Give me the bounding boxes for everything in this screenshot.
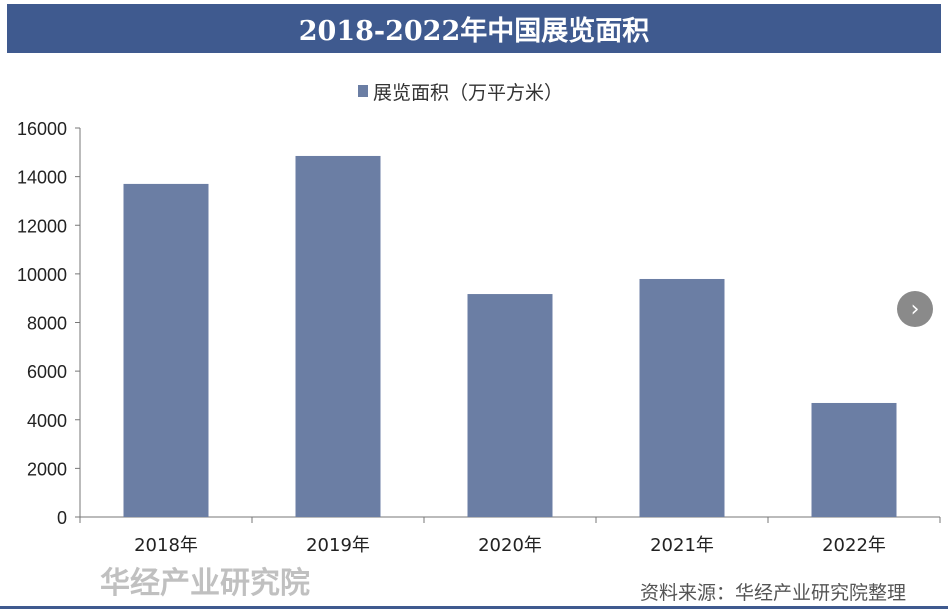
chart-title-bar: 2018-2022年中国展览面积 [7, 4, 941, 53]
bar-2022年 [811, 402, 897, 517]
bar-2018年 [123, 183, 209, 517]
divider [0, 606, 948, 609]
y-tick-label: 12000 [17, 216, 67, 236]
chart-title: 2018-2022年中国展览面积 [298, 16, 650, 47]
bar-2020年 [467, 294, 553, 517]
chevron-right-icon: › [910, 296, 920, 322]
x-tick-label: 2019年 [306, 535, 370, 556]
bar-2019年 [295, 155, 381, 517]
y-tick-label: 10000 [17, 265, 67, 285]
y-tick-label: 14000 [17, 168, 67, 188]
bar-2021年 [639, 278, 725, 517]
next-button[interactable]: › [897, 291, 933, 327]
source-note: 资料来源：华经产业研究院整理 [640, 582, 907, 604]
y-tick-label: 2000 [27, 459, 67, 479]
legend-label: 展览面积（万平方米） [373, 82, 563, 104]
y-tick-label: 8000 [27, 314, 67, 334]
x-tick-label: 2021年 [650, 535, 714, 556]
y-tick-label: 4000 [27, 411, 67, 431]
y-tick-label: 6000 [27, 362, 67, 382]
x-tick-label: 2020年 [478, 535, 542, 556]
watermark: 华经产业研究院 [100, 566, 310, 601]
y-tick-label: 0 [57, 508, 67, 528]
x-tick-label: 2018年 [134, 535, 198, 556]
x-tick-label: 2022年 [822, 535, 886, 556]
legend-swatch [358, 85, 368, 97]
y-tick-label: 16000 [17, 119, 67, 139]
